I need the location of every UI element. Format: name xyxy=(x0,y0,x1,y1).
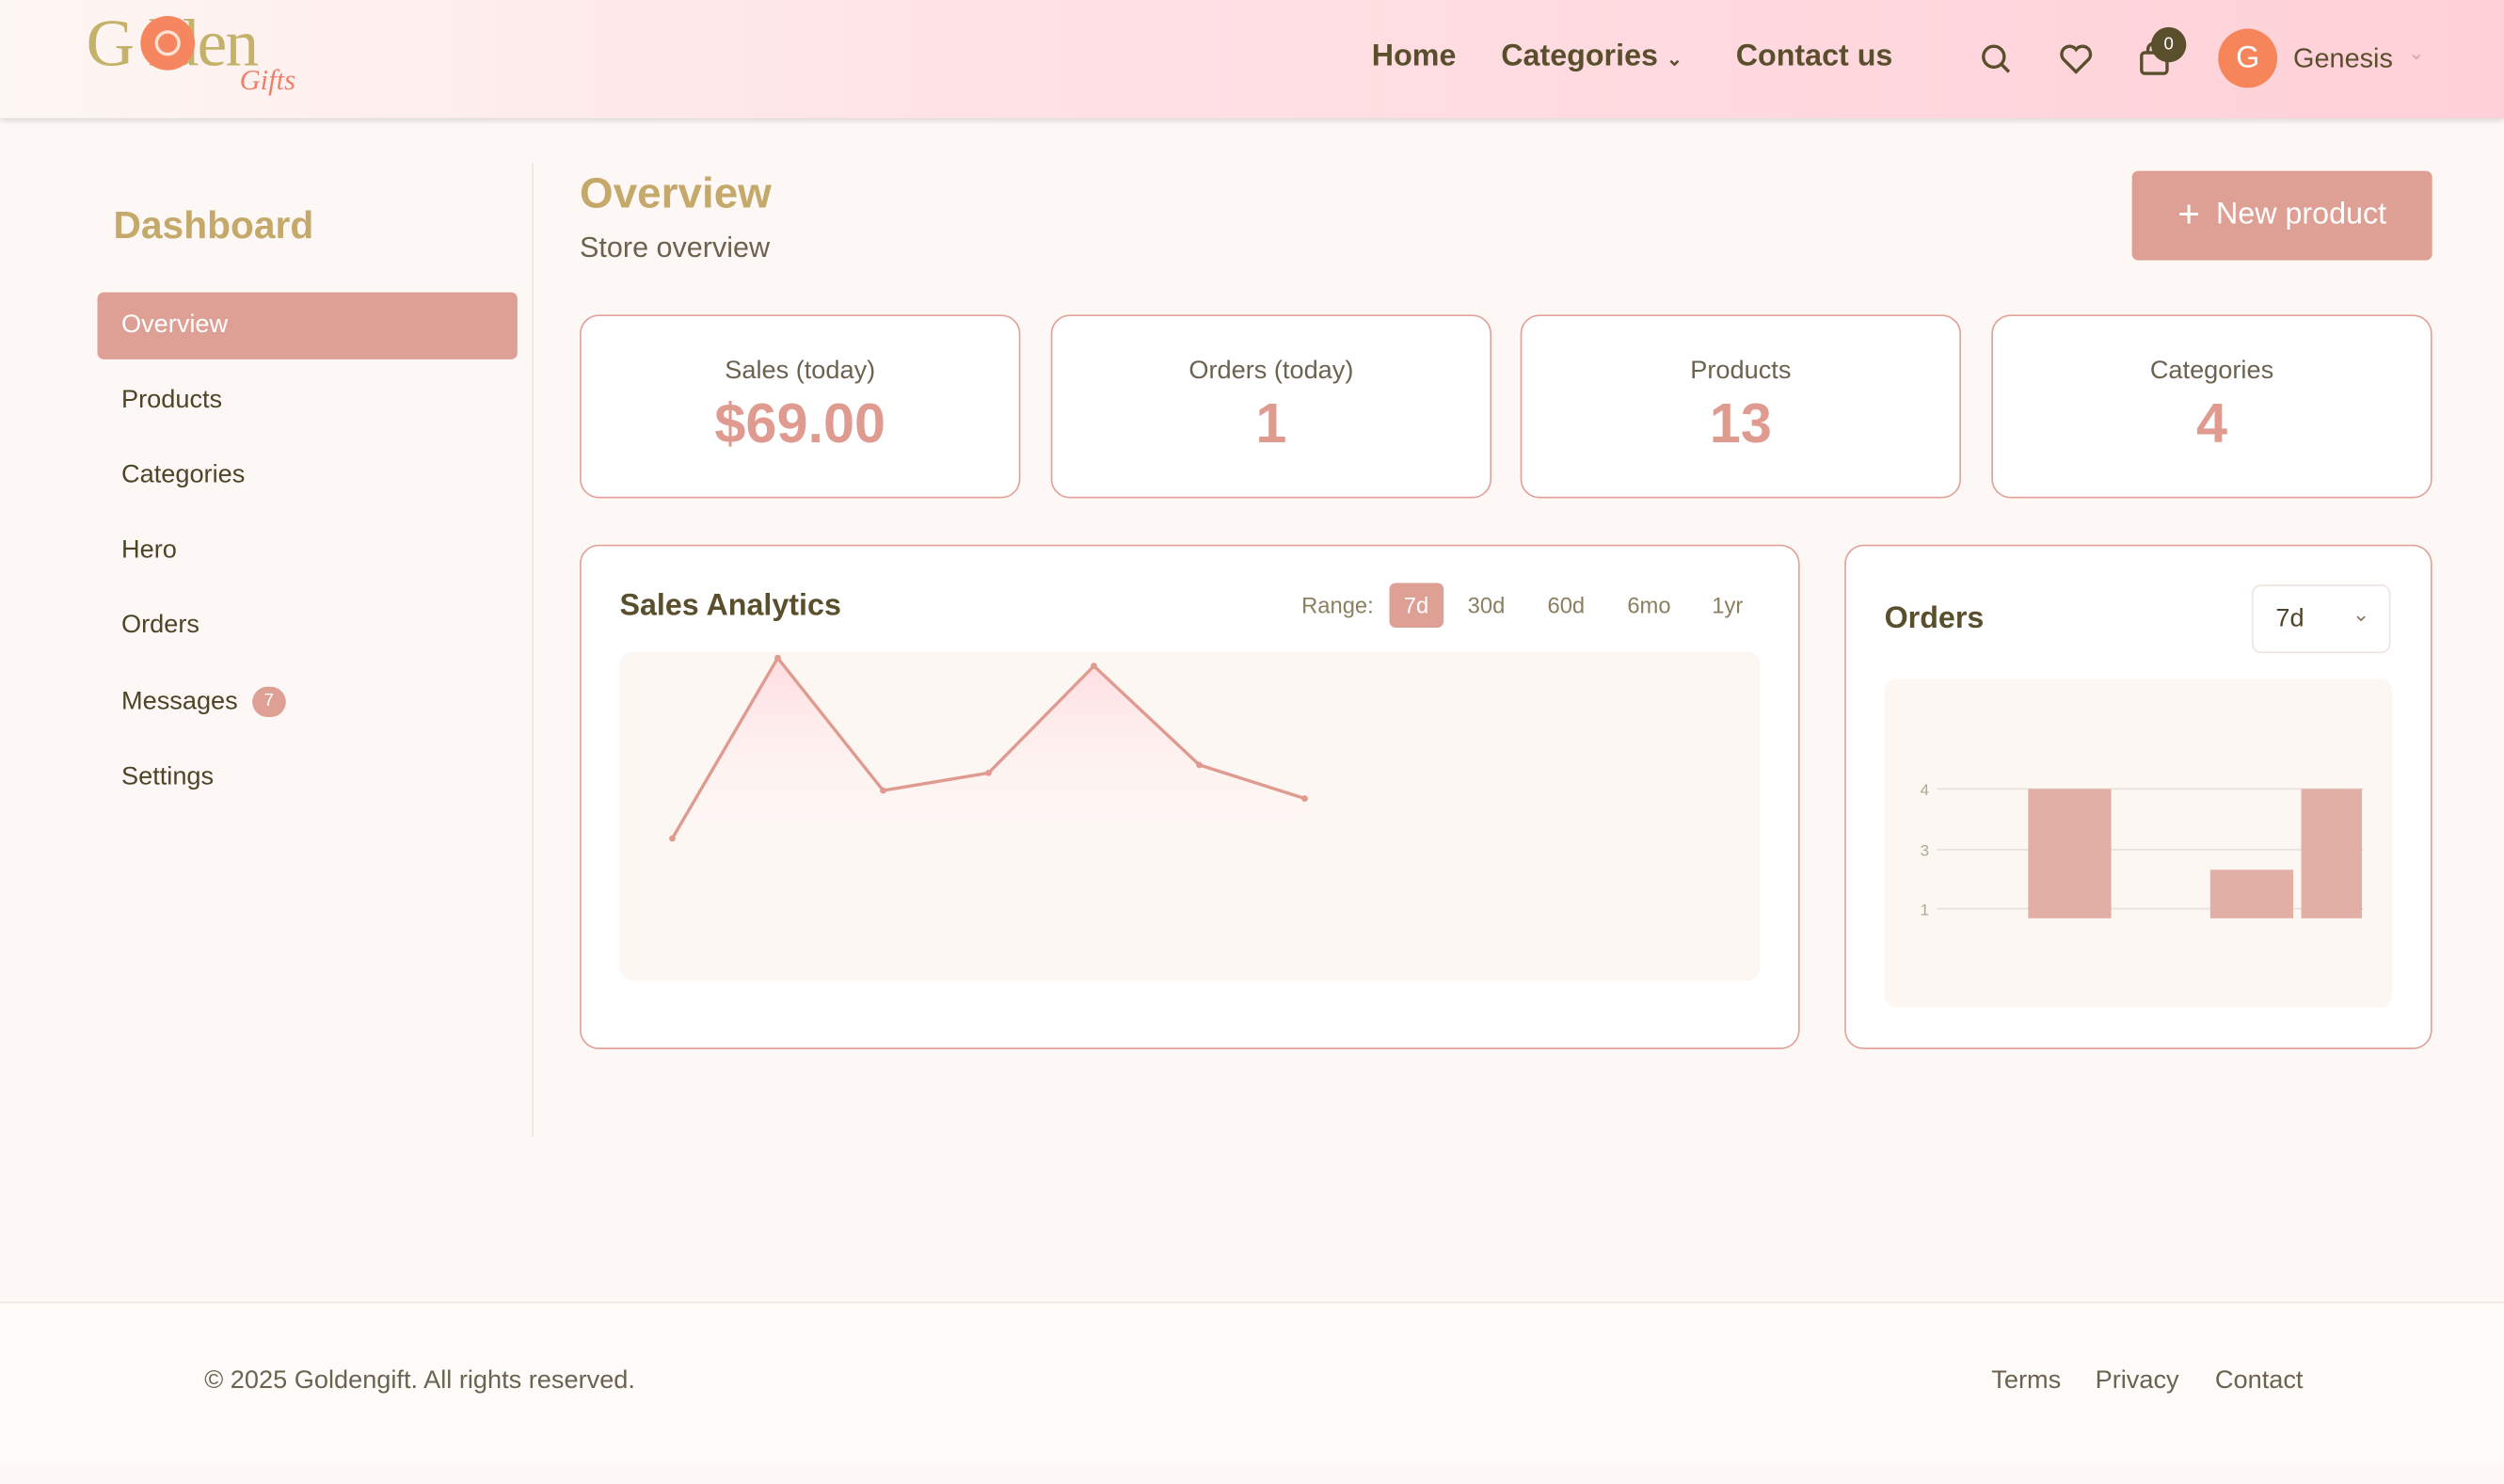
logo-subtitle: Gifts xyxy=(239,63,295,96)
sales-data-point xyxy=(985,770,992,776)
footer-link-privacy[interactable]: Privacy xyxy=(2095,1366,2179,1395)
orders-range-select[interactable]: 7d ⌄ xyxy=(2251,584,2391,654)
sales-panel-title: Sales Analytics xyxy=(619,589,841,623)
chevron-down-icon: ⌄ xyxy=(2352,601,2370,627)
order-bar xyxy=(2301,789,2363,918)
sales-data-point xyxy=(1196,761,1203,769)
stat-label: Products xyxy=(1690,358,1792,386)
sidebar-title: Dashboard xyxy=(113,204,314,248)
sidebar-divider xyxy=(532,163,534,1138)
order-bar xyxy=(2028,789,2112,918)
sales-data-point xyxy=(880,787,886,794)
chevron-down-icon: ⌄ xyxy=(1666,47,1683,71)
new-product-button[interactable]: + New product xyxy=(2131,170,2432,261)
range-label: Range: xyxy=(1301,592,1374,618)
sidebar-item-hero[interactable]: Hero xyxy=(120,536,177,565)
nav-categories[interactable]: Categories ⌄ xyxy=(1501,40,1683,74)
nav-categories-label: Categories xyxy=(1501,40,1658,74)
sidebar-item-overview[interactable]: Overview xyxy=(97,292,518,359)
sidebar-item-orders[interactable]: Orders xyxy=(120,611,199,639)
chart-background xyxy=(1884,678,2393,1008)
sidebar-item-label: Messages xyxy=(120,688,238,716)
y-tick-label: 4 xyxy=(1921,781,1929,799)
range-6mo-button[interactable]: 6mo xyxy=(1627,592,1671,618)
sales-data-point xyxy=(774,654,781,662)
order-bar xyxy=(2209,870,2294,918)
cart-count-badge: 0 xyxy=(2150,26,2187,63)
stat-card-sales: Sales (today) $69.00 xyxy=(580,314,1021,499)
sales-data-point xyxy=(1091,662,1097,670)
footer-link-contact[interactable]: Contact xyxy=(2214,1366,2304,1395)
nav-home[interactable]: Home xyxy=(1371,40,1457,74)
sidebar-item-settings[interactable]: Settings xyxy=(120,763,215,791)
stat-value: 1 xyxy=(1255,392,1287,455)
sales-data-point xyxy=(669,835,676,842)
sidebar-item-products[interactable]: Products xyxy=(120,386,223,414)
range-60d-button[interactable]: 60d xyxy=(1547,592,1586,618)
stat-card-products: Products 13 xyxy=(1520,314,1962,499)
y-tick-label: 1 xyxy=(1921,901,1929,918)
sales-line-chart xyxy=(619,651,1761,981)
page-title: Overview xyxy=(580,168,772,217)
search-icon[interactable] xyxy=(1980,43,2012,75)
stat-card-categories: Categories 4 xyxy=(1991,314,2432,499)
orders-panel-title: Orders xyxy=(1884,601,1985,636)
page-subtitle: Store overview xyxy=(580,231,771,264)
stat-value: 4 xyxy=(2195,392,2228,455)
range-1yr-button[interactable]: 1yr xyxy=(1712,592,1744,618)
sidebar-item-categories[interactable]: Categories xyxy=(120,461,246,489)
rose-logo-icon xyxy=(140,15,196,71)
new-product-label: New product xyxy=(2216,198,2387,232)
orders-bar-chart: 4 3 1 xyxy=(1884,678,2393,1008)
plus-icon: + xyxy=(2177,193,2201,237)
heart-icon[interactable] xyxy=(2059,43,2094,75)
y-tick-label: 3 xyxy=(1921,842,1929,860)
user-name[interactable]: Genesis xyxy=(2293,42,2393,74)
footer-link-terms[interactable]: Terms xyxy=(1991,1366,2062,1395)
sales-data-point xyxy=(1301,795,1308,802)
copyright-text: © 2025 Goldengift. All rights reserved. xyxy=(204,1366,635,1395)
range-30d-button[interactable]: 30d xyxy=(1467,592,1506,618)
stat-label: Sales (today) xyxy=(725,358,876,386)
stat-label: Categories xyxy=(2149,358,2274,386)
user-avatar[interactable]: G xyxy=(2218,28,2278,88)
nav-contact[interactable]: Contact us xyxy=(1735,40,1893,74)
range-7d-button[interactable]: 7d xyxy=(1389,582,1443,628)
stat-value: 13 xyxy=(1709,392,1772,455)
top-navbar: G lden Gifts Home Categories ⌄ Contact u… xyxy=(0,0,2504,119)
sidebar-item-messages[interactable]: Messages 7 xyxy=(98,669,518,736)
messages-count-badge: 7 xyxy=(252,687,286,718)
footer xyxy=(0,1301,2504,1463)
chevron-down-icon[interactable]: ⌄ xyxy=(2408,41,2425,64)
sales-area-fill xyxy=(672,658,1305,844)
select-value: 7d xyxy=(2275,605,2305,633)
stat-card-orders: Orders (today) 1 xyxy=(1050,314,1492,499)
stat-label: Orders (today) xyxy=(1188,358,1354,386)
stat-value: $69.00 xyxy=(714,392,886,455)
